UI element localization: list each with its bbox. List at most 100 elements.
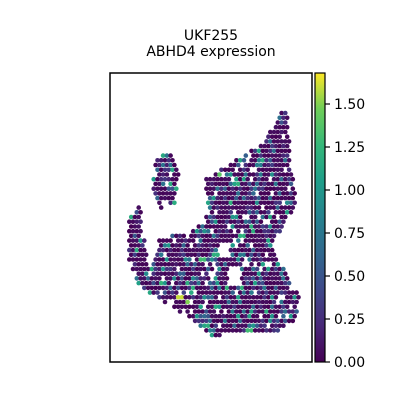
- spot-739: [271, 271, 277, 277]
- spot-812: [283, 280, 288, 286]
- spot-1016: [202, 313, 207, 319]
- spot-679: [142, 266, 147, 272]
- spot-33: [273, 143, 279, 149]
- spot-775: [273, 276, 279, 281]
- spot-435: [198, 228, 203, 234]
- spot-924: [177, 299, 183, 305]
- colorbar-tick-label-5: 1.25: [334, 140, 365, 156]
- spot-344: [224, 210, 230, 215]
- spot-329: [252, 205, 258, 210]
- spot-974: [254, 304, 260, 310]
- spot-615: [157, 257, 162, 262]
- spot-194: [254, 181, 260, 187]
- spot-1010: [290, 309, 296, 314]
- spot-912: [254, 295, 260, 300]
- spot-270: [222, 195, 228, 201]
- spot-238: [168, 191, 173, 196]
- spot-1061: [279, 318, 284, 324]
- spot-269: [219, 195, 224, 201]
- spot-1100: [256, 328, 262, 333]
- spot-704: [254, 266, 260, 272]
- spot-217: [226, 186, 232, 191]
- spot-567: [236, 247, 241, 253]
- spot-644: [273, 257, 279, 262]
- spot-909: [243, 295, 249, 300]
- spot-1101: [260, 328, 266, 333]
- spot-1019: [213, 313, 219, 319]
- spot-960: [198, 304, 203, 310]
- spot-666: [222, 262, 228, 267]
- spot-181: [205, 181, 211, 187]
- spot-758: [194, 276, 200, 281]
- spot-497: [190, 238, 196, 243]
- spot-56: [266, 153, 271, 158]
- spot-12: [268, 129, 273, 135]
- spot-88: [232, 162, 237, 168]
- spot-106: [170, 167, 175, 173]
- spot-943: [256, 299, 262, 305]
- spot-701: [243, 266, 249, 272]
- spot-694: [202, 266, 207, 272]
- spot-388: [217, 219, 222, 224]
- spot-9: [277, 124, 283, 130]
- spot-866: [211, 290, 217, 295]
- spot-882: [279, 290, 284, 295]
- spot-697: [217, 266, 222, 272]
- spot-95: [262, 162, 267, 168]
- spot-507: [236, 238, 241, 243]
- spot-90: [243, 162, 249, 168]
- spot-806: [260, 280, 266, 286]
- spot-207: [162, 186, 168, 191]
- spot-651: [158, 262, 164, 267]
- spot-509: [247, 238, 252, 243]
- spot-419: [245, 224, 250, 229]
- spot-83: [160, 162, 166, 168]
- spot-389: [221, 219, 226, 224]
- spot-125: [164, 172, 170, 177]
- spot-984: [177, 309, 183, 314]
- spot-159: [219, 176, 224, 182]
- spot-234: [153, 191, 158, 196]
- spot-289: [157, 200, 162, 206]
- spot-841: [243, 285, 249, 291]
- spot-338: [290, 205, 296, 210]
- spot-913: [258, 295, 264, 300]
- spot-476: [245, 233, 250, 239]
- spot-174: [286, 176, 292, 182]
- spot-888: [160, 295, 166, 300]
- spot-140: [262, 172, 267, 177]
- spot-561: [202, 247, 207, 253]
- spot-779: [136, 280, 141, 286]
- spot-552: [168, 247, 173, 253]
- spot-942: [252, 299, 258, 305]
- spot-964: [217, 304, 222, 310]
- spot-543: [268, 243, 273, 248]
- spot-690: [187, 266, 192, 272]
- spot-1052: [245, 318, 250, 324]
- spot-582: [155, 252, 160, 258]
- spot-770: [254, 276, 260, 281]
- spot-29: [258, 143, 264, 149]
- spot-772: [262, 276, 267, 281]
- spot-695: [205, 266, 211, 272]
- spot-893: [179, 295, 185, 300]
- spot-4: [284, 115, 290, 121]
- spot-897: [194, 295, 200, 300]
- spot-458: [174, 233, 179, 239]
- spot-171: [275, 176, 281, 182]
- spot-278: [252, 195, 258, 201]
- spot-876: [256, 290, 262, 295]
- spot-239: [172, 191, 177, 196]
- spot-612: [138, 257, 143, 262]
- spot-460: [181, 233, 187, 239]
- spot-120: [275, 167, 281, 173]
- spot-524: [174, 243, 179, 248]
- spot-555: [179, 247, 185, 253]
- spot-536: [237, 243, 243, 248]
- spot-21: [284, 134, 290, 139]
- spot-591: [192, 252, 198, 258]
- spot-504: [221, 238, 226, 243]
- spot-290: [168, 200, 173, 206]
- spot-743: [134, 276, 140, 281]
- spot-911: [251, 295, 256, 300]
